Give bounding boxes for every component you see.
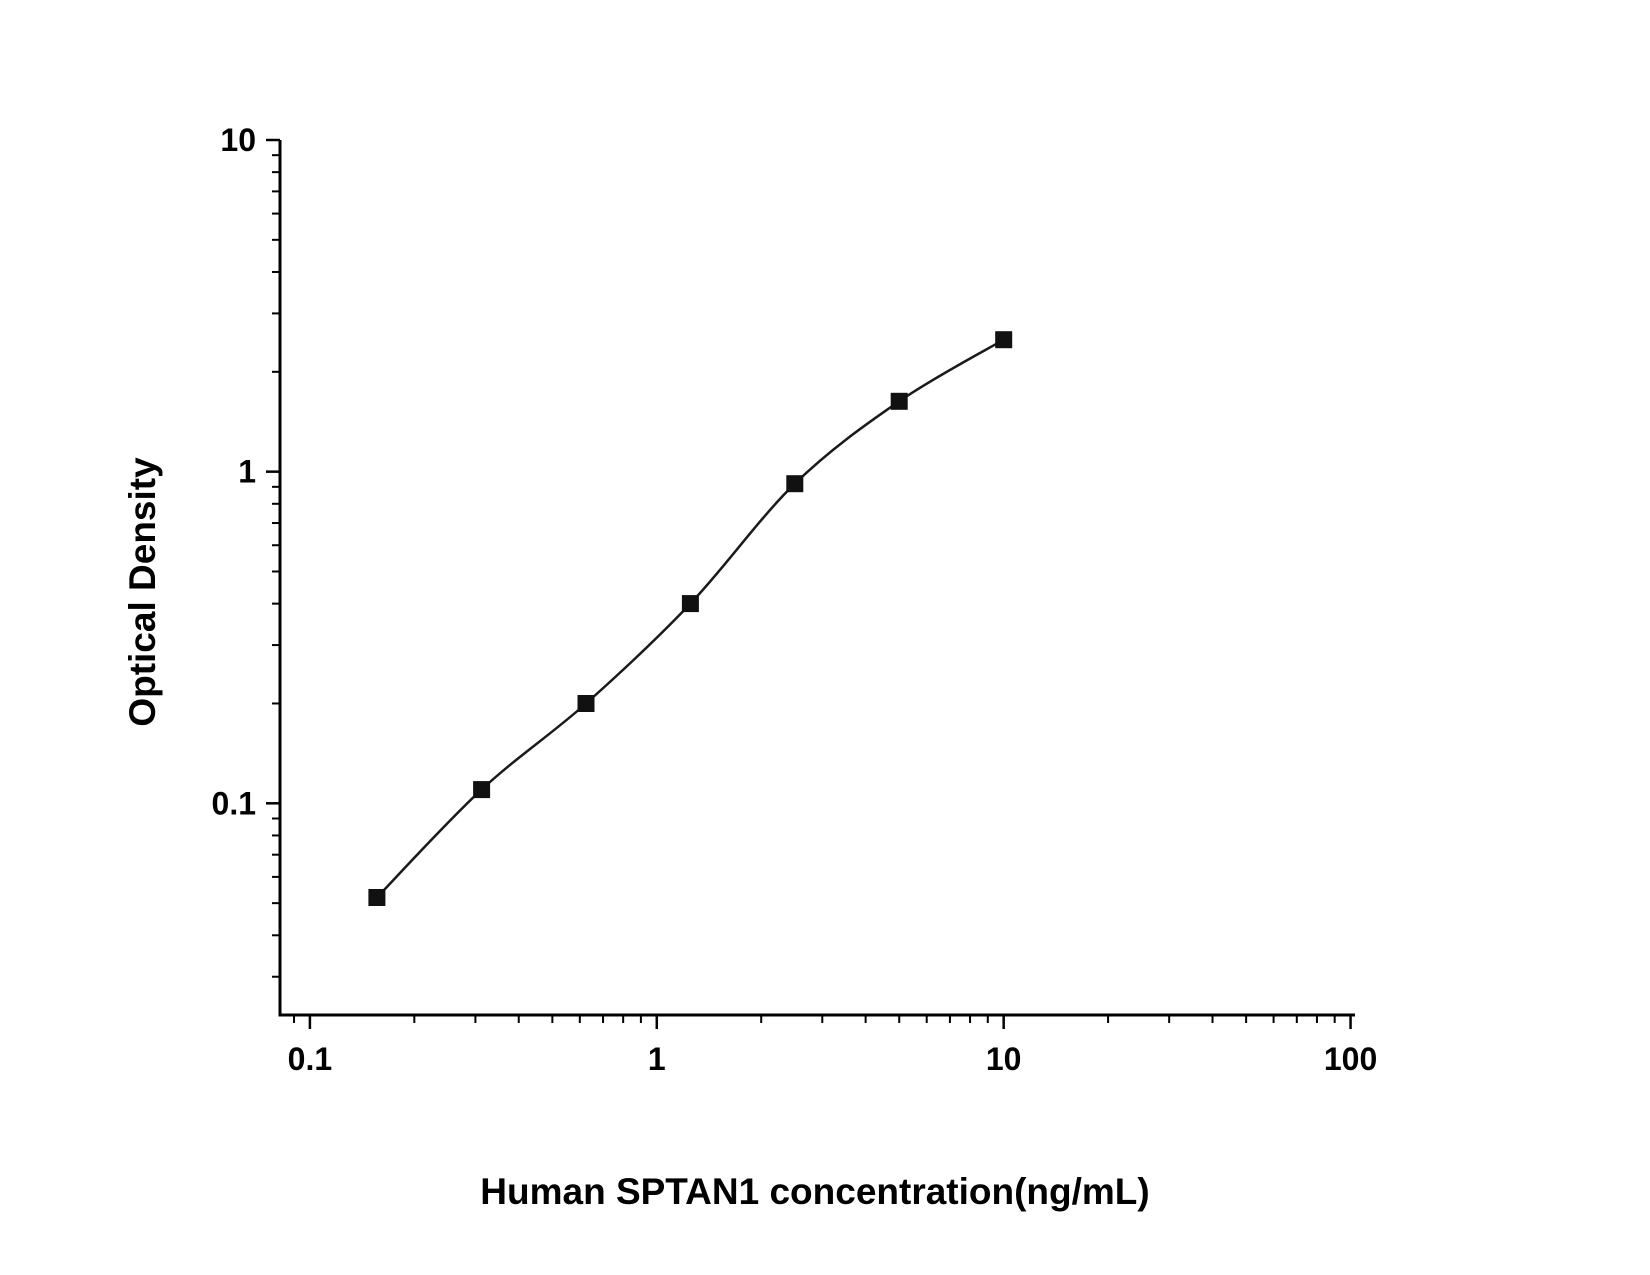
y-tick-label: 1 xyxy=(238,454,256,490)
y-tick-label: 10 xyxy=(220,122,256,158)
x-axis-title: Human SPTAN1 concentration(ng/mL) xyxy=(480,1171,1150,1212)
data-point-marker xyxy=(786,475,804,493)
axes xyxy=(278,140,1355,1017)
data-series xyxy=(368,331,1013,906)
y-axis-title: Optical Density xyxy=(122,457,163,727)
x-axis-ticks: 0.1 1 10 100 xyxy=(288,1015,1377,1077)
x-tick-label: 1 xyxy=(648,1041,666,1077)
fit-curve xyxy=(376,338,1005,899)
y-tick-label: 0.1 xyxy=(212,785,256,821)
data-point-marker xyxy=(368,889,386,906)
data-point-marker xyxy=(890,392,908,410)
data-point-marker xyxy=(473,781,491,799)
x-tick-label: 100 xyxy=(1324,1041,1377,1077)
y-axis-ticks: 0.1 1 10 xyxy=(212,122,280,978)
x-tick-label: 10 xyxy=(986,1041,1022,1077)
data-point-marker xyxy=(577,695,595,712)
data-point-marker xyxy=(681,595,699,613)
data-point-marker xyxy=(995,331,1013,349)
x-tick-label: 0.1 xyxy=(288,1041,332,1077)
